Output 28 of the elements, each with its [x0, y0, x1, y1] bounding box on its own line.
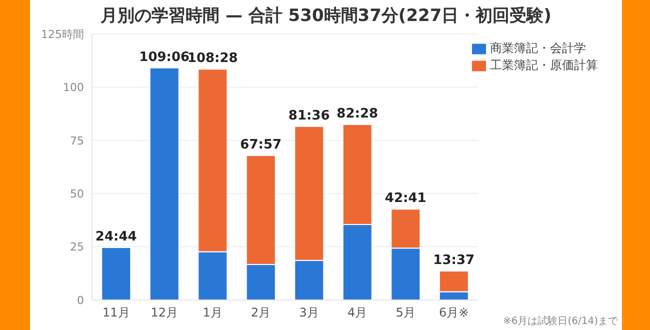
- annotation: 13:37: [433, 253, 475, 268]
- legend-label: 工業簿記・原価計算: [490, 58, 598, 72]
- chart-title: 月別の学習時間 — 合計 530時間37分(227日・初回受験): [100, 5, 552, 27]
- y-tick-label: 100: [63, 81, 84, 94]
- x-tick-label: 6月※: [439, 306, 469, 320]
- x-tick-label: 2月: [251, 306, 271, 320]
- x-tick-label: 11月: [102, 306, 130, 320]
- y-tick-label: 25: [70, 240, 84, 254]
- annotation: 67:57: [240, 137, 282, 152]
- annotation: 108:28: [187, 51, 238, 66]
- y-tick-label: 50: [70, 188, 84, 201]
- x-tick-label: 5月: [396, 306, 416, 320]
- annotation: 82:28: [336, 106, 378, 122]
- y-tick-label: 0: [77, 294, 84, 307]
- annotation: 42:41: [384, 191, 426, 206]
- bar: [149, 67, 180, 300]
- y-tick-label: 125時間: [41, 28, 84, 41]
- x-tick-label: 1月: [202, 306, 222, 320]
- x-tick-label: 4月: [348, 306, 368, 320]
- text: ※6月は試験日(6/14)まで: [503, 314, 618, 328]
- bar: [101, 246, 132, 300]
- annotation: 24:44: [95, 229, 137, 244]
- x-tick-label: 12月: [150, 306, 178, 320]
- x-tick-label: 3月: [299, 306, 319, 320]
- annotation: 109:06: [139, 50, 190, 65]
- annotation: 81:36: [288, 108, 330, 124]
- y-tick-label: 75: [70, 134, 84, 148]
- legend-label: 商業簿記・会計学: [490, 41, 586, 55]
